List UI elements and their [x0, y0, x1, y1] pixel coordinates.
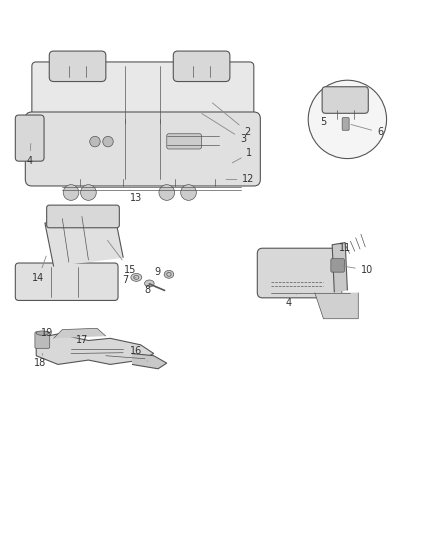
PathPatch shape: [36, 66, 250, 123]
PathPatch shape: [36, 334, 154, 365]
Text: 7: 7: [122, 276, 136, 286]
Text: 19: 19: [41, 328, 53, 337]
Circle shape: [103, 136, 113, 147]
Text: 12: 12: [226, 174, 255, 184]
Text: 18: 18: [35, 353, 47, 368]
PathPatch shape: [45, 214, 123, 266]
Circle shape: [181, 184, 196, 200]
Text: 2: 2: [212, 103, 251, 136]
Text: 8: 8: [144, 286, 156, 295]
FancyBboxPatch shape: [167, 134, 201, 149]
Text: 16: 16: [130, 346, 147, 361]
Circle shape: [308, 80, 387, 158]
FancyBboxPatch shape: [173, 51, 230, 82]
Text: 14: 14: [32, 256, 46, 283]
Ellipse shape: [36, 331, 48, 335]
Text: 4: 4: [286, 294, 297, 309]
FancyBboxPatch shape: [35, 332, 49, 349]
Ellipse shape: [131, 273, 142, 281]
Circle shape: [159, 184, 175, 200]
Circle shape: [63, 184, 79, 200]
FancyBboxPatch shape: [342, 118, 349, 130]
FancyBboxPatch shape: [32, 62, 254, 127]
FancyBboxPatch shape: [331, 259, 344, 272]
Text: 3: 3: [202, 114, 246, 144]
Text: 17: 17: [76, 335, 88, 345]
Text: 11: 11: [339, 243, 351, 253]
Text: 1: 1: [232, 148, 253, 163]
PathPatch shape: [315, 293, 358, 319]
FancyBboxPatch shape: [47, 205, 119, 228]
Text: 13: 13: [130, 190, 142, 203]
FancyBboxPatch shape: [15, 263, 118, 301]
Text: 5: 5: [320, 117, 327, 127]
Circle shape: [81, 184, 96, 200]
Ellipse shape: [164, 270, 174, 278]
Text: 9: 9: [154, 267, 166, 277]
Text: 4: 4: [27, 143, 33, 166]
PathPatch shape: [53, 328, 106, 338]
PathPatch shape: [132, 353, 167, 369]
Circle shape: [90, 136, 100, 147]
Text: 10: 10: [343, 265, 373, 275]
FancyBboxPatch shape: [322, 87, 368, 114]
FancyBboxPatch shape: [15, 115, 44, 161]
Text: 15: 15: [107, 240, 136, 275]
Ellipse shape: [145, 280, 154, 287]
PathPatch shape: [332, 243, 347, 293]
FancyBboxPatch shape: [257, 248, 342, 298]
Text: 6: 6: [351, 125, 383, 138]
FancyBboxPatch shape: [25, 112, 260, 186]
FancyBboxPatch shape: [49, 51, 106, 82]
